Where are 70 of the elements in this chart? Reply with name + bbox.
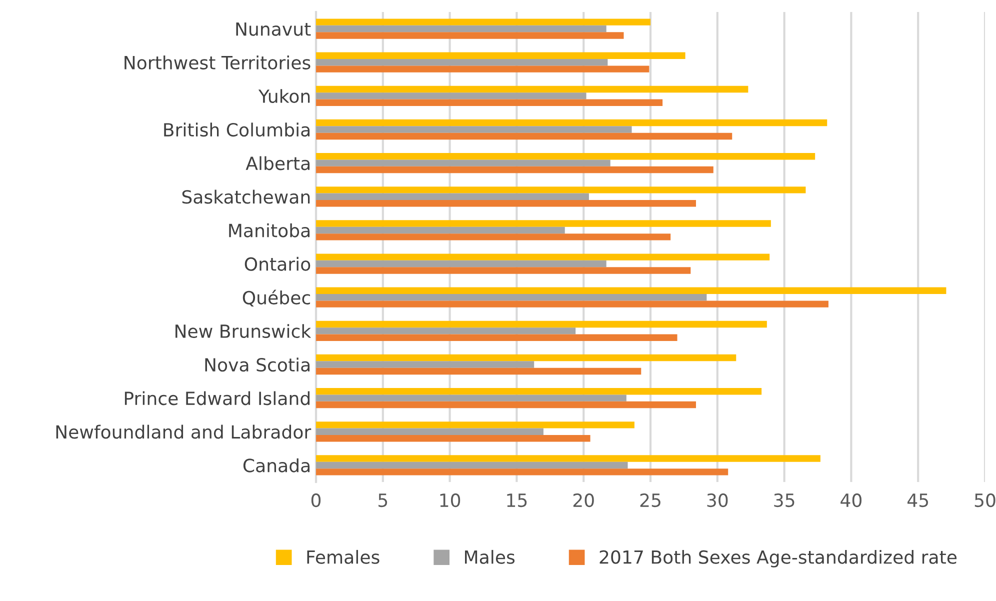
y-tick-label: Newfoundland and Labrador [56,424,312,439]
bar [316,92,586,100]
bar [316,254,770,260]
bar [316,328,576,334]
bar [316,234,671,240]
bar [316,462,628,469]
x-tick-label: 40 [840,493,862,508]
y-tick-label: Nova Scotia [205,358,310,372]
bar [316,126,632,133]
bar [316,186,806,194]
bar [316,267,691,274]
y-tick-label: Nunavut [236,22,311,36]
x-tick-label: 5 [378,494,388,508]
bar [316,260,606,268]
bar [316,388,762,395]
y-tick-label: Yukon [258,89,310,104]
x-tick-label: 0 [311,493,321,508]
bar [316,455,820,462]
bar [316,66,650,72]
bar [316,394,626,402]
bar [316,132,732,140]
x-tick-label: 15 [507,494,527,508]
bar [316,354,736,362]
bar [316,18,650,26]
legend-label: Males [465,550,515,564]
bar [316,59,608,66]
bar [316,368,642,375]
bar [316,200,696,207]
bar [316,86,748,93]
y-tick-label: Northwest Territories [124,55,310,70]
x-tick-label: 35 [774,493,794,508]
x-tick-label: 20 [573,493,594,508]
bar [316,361,534,368]
y-tick-label: Canada [243,458,310,472]
y-tick-label: Manitoba [229,223,310,238]
legend-label: 2017 Both Sexes Age-standardized rate [600,550,957,568]
bar [316,119,828,126]
bar [316,226,565,234]
bar [316,166,714,174]
y-tick-label: British Columbia [164,122,310,137]
x-tick-label: 10 [440,493,460,508]
bar [316,435,590,442]
bar [316,287,946,294]
bar [316,401,696,408]
bar [316,153,816,160]
legend-label: Females [307,550,380,564]
bar [316,300,828,308]
bar [316,220,771,227]
bar [316,52,686,59]
bar [316,25,606,32]
x-tick-label: 25 [640,493,660,508]
x-tick-label: 30 [707,493,728,508]
bar [316,32,624,39]
y-tick-label: Alberta [246,156,310,170]
y-tick-label: Prince Edward Island [124,391,310,406]
bar [316,193,589,200]
y-tick-label: Québec [242,290,310,307]
bar [316,294,707,301]
x-tick-label: 45 [907,494,928,508]
bar [316,320,767,328]
y-tick-label: Ontario [244,256,310,271]
bar [316,160,610,166]
bar [316,422,634,428]
bar [316,334,678,341]
y-tick-label: Saskatchewan [182,190,310,204]
bar [316,99,663,106]
bar [316,428,544,435]
x-tick-label: 50 [974,493,996,508]
y-tick-label: New Brunswick [176,324,312,338]
bar [316,468,728,476]
